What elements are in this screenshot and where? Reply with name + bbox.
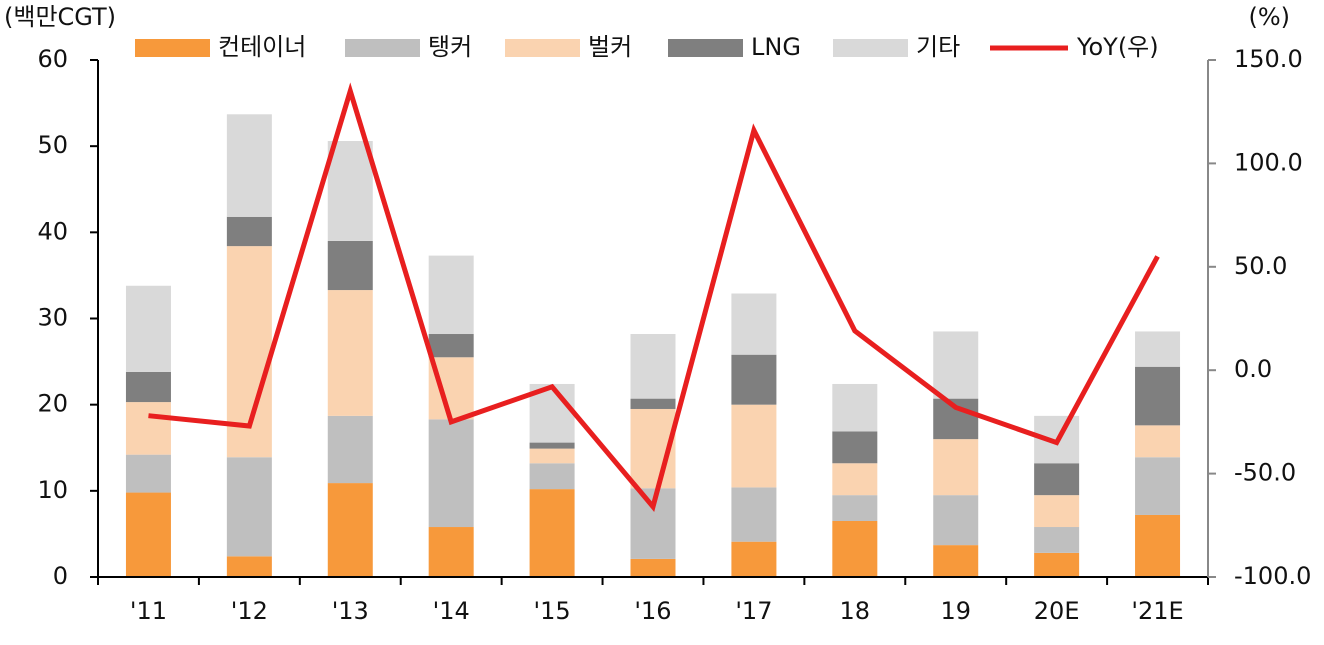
bar-segment [1034, 527, 1080, 553]
legend-label: 벌커 [588, 33, 632, 61]
bar-segment [327, 240, 373, 291]
bar-segment [832, 520, 878, 577]
bar-segment [125, 454, 171, 493]
y2-tick-label: 100.0 [1234, 148, 1303, 176]
bar-segment [125, 371, 171, 403]
bar-segment [226, 114, 272, 217]
legend-label: YoY(우) [1076, 33, 1159, 61]
x-tick-label: '16 [634, 597, 671, 625]
bar-segment [529, 442, 575, 449]
y2-tick-label: 0.0 [1234, 355, 1272, 383]
bar-segment [1135, 331, 1181, 367]
bar-segment [731, 487, 777, 542]
bar-segment [428, 419, 474, 528]
bar-segment [731, 404, 777, 488]
bar-segment [1135, 425, 1181, 458]
bar-segment [1034, 495, 1080, 528]
y-tick-label: 20 [37, 390, 68, 418]
y2-axis-title: (%) [1248, 3, 1290, 31]
legend-label: LNG [751, 33, 801, 61]
legend-swatch [505, 39, 580, 57]
y2-tick-label: 50.0 [1234, 252, 1287, 280]
bar-segment [226, 457, 272, 557]
bar-segment [1135, 457, 1181, 515]
bar-segment [630, 558, 676, 577]
y2-tick-label: -50.0 [1234, 459, 1296, 487]
bar-segment [125, 492, 171, 577]
x-tick-label: 18 [840, 597, 871, 625]
bar-segment [731, 354, 777, 405]
legend-label: 기타 [916, 33, 960, 61]
x-tick-label: '17 [735, 597, 772, 625]
bar-segment [832, 495, 878, 521]
bar-segment [529, 489, 575, 577]
bar-segment [428, 527, 474, 577]
bar-segment [529, 463, 575, 490]
bar-segment [327, 415, 373, 484]
bar-segment [327, 290, 373, 416]
bar-segment [1034, 552, 1080, 577]
bar-segment [327, 140, 373, 241]
bar-segment [933, 331, 979, 399]
yoy-line [148, 82, 1160, 512]
y-axis-title: (백만CGT) [4, 3, 116, 31]
bar-segment [731, 541, 777, 577]
bar-segment [832, 431, 878, 464]
x-tick-label: 20E [1034, 597, 1080, 625]
bar-segment [1135, 366, 1181, 426]
y-tick-label: 10 [37, 476, 68, 504]
legend-swatch [833, 39, 908, 57]
x-tick-label: '15 [534, 597, 571, 625]
x-tick-label: '21E [1131, 597, 1183, 625]
x-tick-label: '13 [332, 597, 369, 625]
bar-segment [933, 545, 979, 577]
bar-segment [630, 334, 676, 399]
x-tick-label: '12 [231, 597, 268, 625]
legend-swatch [345, 39, 420, 57]
legend-label: 탱커 [428, 33, 472, 61]
bar-segment [832, 383, 878, 432]
legend-label: 컨테이너 [218, 33, 306, 61]
bar-segment [630, 398, 676, 409]
y-tick-label: 30 [37, 304, 68, 332]
bar-segment [933, 439, 979, 496]
bar-segment [529, 448, 575, 464]
x-tick-label: '14 [433, 597, 470, 625]
legend-swatch [135, 39, 210, 57]
x-tick-label: '11 [130, 597, 167, 625]
y2-tick-label: -100.0 [1234, 562, 1311, 590]
legend-swatch [668, 39, 743, 57]
bar-segment [428, 255, 474, 335]
bar-segment [327, 483, 373, 577]
bar-segment [933, 495, 979, 546]
y-tick-label: 0 [53, 562, 68, 590]
bar-segment [731, 293, 777, 355]
y-tick-label: 60 [37, 45, 68, 73]
bar-segment [428, 334, 474, 358]
x-tick-label: 19 [940, 597, 971, 625]
bar-segment [226, 556, 272, 577]
y2-tick-label: 150.0 [1234, 45, 1303, 73]
bar-segment [1034, 463, 1080, 496]
bar-segment [1135, 514, 1181, 577]
bar-segment [125, 285, 171, 372]
y-tick-label: 50 [37, 131, 68, 159]
bar-segment [226, 216, 272, 247]
bar-segment [125, 402, 171, 455]
y-tick-label: 40 [37, 217, 68, 245]
bar-segment [832, 463, 878, 496]
